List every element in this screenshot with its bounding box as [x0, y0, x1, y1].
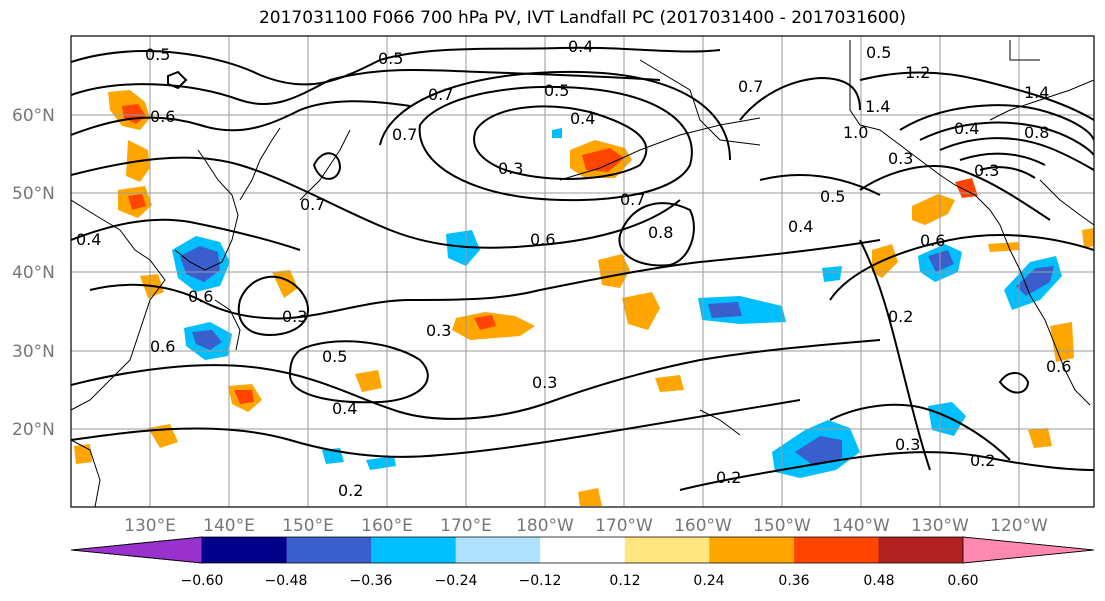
- colorbar-extend-low: [70, 536, 203, 564]
- colorbar-segment: [709, 537, 795, 563]
- contour-label: 0.5: [145, 45, 170, 64]
- contour-label: 0.4: [332, 399, 357, 418]
- contour-label: 0.3: [888, 149, 913, 168]
- lon-label: 140°W: [832, 516, 890, 536]
- contour-label: 0.3: [532, 373, 557, 392]
- colorbar-outline: [70, 536, 1095, 564]
- shaded-anomalies: [74, 90, 1094, 506]
- lon-label: 160°W: [674, 516, 732, 536]
- colorbar-tick-label: −0.48: [265, 573, 308, 589]
- contour-label: 0.4: [788, 217, 813, 236]
- colorbar-segment: [878, 537, 964, 563]
- contour-label: 0.5: [378, 49, 403, 68]
- contour-label: 0.2: [338, 481, 363, 500]
- lon-label: 170°W: [595, 516, 653, 536]
- contour-label: 0.8: [648, 223, 673, 242]
- contour-label: 0.2: [970, 451, 995, 470]
- map-frame: [70, 35, 1095, 508]
- colorbar-segment: [793, 537, 879, 563]
- contour-label: 0.7: [738, 77, 763, 96]
- contour-label: 0.7: [428, 85, 453, 104]
- contour-label: 0.4: [954, 119, 979, 138]
- contour-label: 0.6: [530, 230, 555, 249]
- contour-label: 0.5: [322, 347, 347, 366]
- contour-label: 0.6: [188, 287, 213, 306]
- contour-label: 1.4: [865, 97, 890, 116]
- map-title: 2017031100 F066 700 hPa PV, IVT Landfall…: [258, 8, 906, 28]
- lat-label: 50°N: [12, 184, 55, 204]
- lon-label: 140°E: [203, 516, 255, 536]
- colorbar-tick-label: 0.60: [947, 573, 978, 589]
- longitude-labels: 130°E 140°E 150°E 160°E 170°E 180°W 170°…: [124, 516, 1048, 536]
- colorbar-tick-label: −0.24: [435, 573, 478, 589]
- colorbar-tick-label: 0.24: [693, 573, 724, 589]
- colorbar-tick-label: −0.12: [519, 573, 562, 589]
- contour-label: 0.4: [570, 109, 595, 128]
- contour-label: 0.2: [716, 468, 741, 487]
- contour-label: 0.5: [544, 81, 569, 100]
- contour-label: 0.6: [1046, 357, 1071, 376]
- contour-label: 0.3: [974, 161, 999, 180]
- contour-label: 0.3: [498, 159, 523, 178]
- lon-label: 160°E: [361, 516, 413, 536]
- contour-label: 0.6: [150, 107, 175, 126]
- contour-label: 0.7: [392, 125, 417, 144]
- colorbar-segment: [202, 537, 288, 563]
- colorbar-tick-label: 0.48: [863, 573, 894, 589]
- lat-label: 30°N: [12, 342, 55, 362]
- contour-label: 0.5: [866, 43, 891, 62]
- contour-label: 0.3: [426, 321, 451, 340]
- colorbar-extend-high: [962, 536, 1095, 564]
- contour-label-group: 0.5 0.6 0.5 0.4 0.7 0.5 0.4 0.3 0.7 0.6 …: [76, 37, 1071, 500]
- colorbar-tick-label: 0.12: [609, 573, 640, 589]
- graticule: [71, 36, 1094, 507]
- colorbar-tick-label: −0.60: [181, 573, 224, 589]
- lat-label: 60°N: [12, 106, 55, 126]
- contour-label: 0.4: [568, 37, 593, 56]
- contour-label: 1.0: [843, 123, 868, 142]
- colorbar-tick-label: −0.36: [350, 573, 393, 589]
- lon-label: 130°E: [124, 516, 176, 536]
- lat-label: 20°N: [12, 420, 55, 440]
- contour-label: 0.8: [1024, 123, 1049, 142]
- contour-label: 0.3: [895, 435, 920, 454]
- contour-label: 0.4: [76, 230, 101, 249]
- lat-label: 40°N: [12, 263, 55, 283]
- contour-label: 0.7: [620, 190, 645, 209]
- contour-label: 0.7: [300, 195, 325, 214]
- colorbar-segment: [624, 537, 710, 563]
- coastlines: [71, 40, 1094, 507]
- contour-label: 0.6: [920, 231, 945, 250]
- colorbar-segment: [286, 537, 372, 563]
- colorbar-tick-label: 0.36: [778, 573, 809, 589]
- pv-contours: [71, 46, 1094, 491]
- colorbar-segment: [455, 537, 541, 563]
- colorbar: [70, 536, 1095, 564]
- contour-label: 0.2: [888, 307, 913, 326]
- colorbar-tick-labels: −0.60 −0.48 −0.36 −0.24 −0.12 0.12 0.24 …: [181, 573, 979, 589]
- contour-label: 0.5: [820, 187, 845, 206]
- colorbar-segment: [540, 537, 626, 563]
- lon-label: 180°W: [516, 516, 574, 536]
- lon-label: 150°W: [753, 516, 811, 536]
- lon-label: 170°E: [440, 516, 492, 536]
- lon-label: 120°W: [990, 516, 1048, 536]
- contour-label: 1.4: [1024, 83, 1049, 102]
- contour-label: 1.2: [905, 63, 930, 82]
- lon-label: 130°W: [911, 516, 969, 536]
- contour-label: 0.6: [150, 337, 175, 356]
- lon-label: 150°E: [282, 516, 334, 536]
- latitude-labels: 60°N 50°N 40°N 30°N 20°N: [12, 106, 55, 440]
- contour-label: 0.3: [282, 307, 307, 326]
- colorbar-segment: [371, 537, 457, 563]
